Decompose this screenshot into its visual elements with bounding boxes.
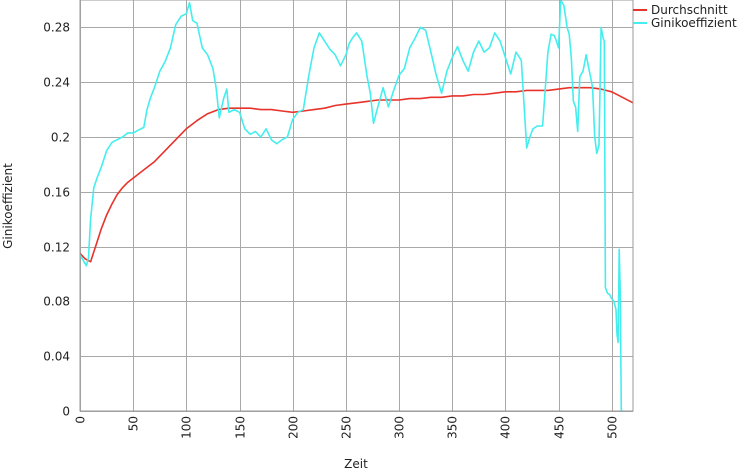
- x-tick-label: 0: [74, 416, 88, 424]
- y-tick-label: 0.12: [43, 241, 70, 255]
- x-tick-label: 50: [127, 416, 141, 431]
- x-tick-label: 300: [393, 416, 407, 439]
- y-tick-label: 0.2: [51, 131, 70, 145]
- x-tick-label: 100: [180, 416, 194, 439]
- x-tick-label: 450: [553, 416, 567, 439]
- plot-background: [80, 0, 633, 411]
- x-tick-label: 150: [234, 416, 248, 439]
- x-tick-label: 350: [446, 416, 460, 439]
- x-tick-label: 500: [606, 416, 620, 439]
- legend-label: Durchschnitt: [651, 3, 728, 17]
- plot-frame: [79, 0, 634, 412]
- series-line-2: [79, 0, 624, 412]
- x-tick-label: 400: [499, 416, 513, 439]
- y-tick-label: 0: [62, 405, 70, 419]
- x-tick-label: 250: [340, 416, 354, 439]
- y-tick-label: 0.28: [43, 21, 70, 35]
- x-axis-title: Zeit: [344, 457, 368, 471]
- y-tick-label: 0.08: [43, 295, 70, 309]
- series-lines: [79, 0, 634, 412]
- x-tick-label: 200: [287, 416, 301, 439]
- y-tick-label: 0.24: [43, 76, 70, 90]
- x-axis-ticks: 0 50 100 150 200 250 300 350 400 450 500: [74, 416, 620, 439]
- y-tick-label: 0.04: [43, 350, 70, 364]
- legend-label: Ginikoeffizient: [651, 16, 737, 30]
- y-axis-title: Ginikoeffizient: [1, 163, 15, 249]
- y-axis-ticks: 0 0.04 0.08 0.12 0.16 0.2 0.24 0.28: [43, 21, 70, 419]
- y-tick-label: 0.16: [43, 186, 70, 200]
- series-line-1: [79, 86, 634, 263]
